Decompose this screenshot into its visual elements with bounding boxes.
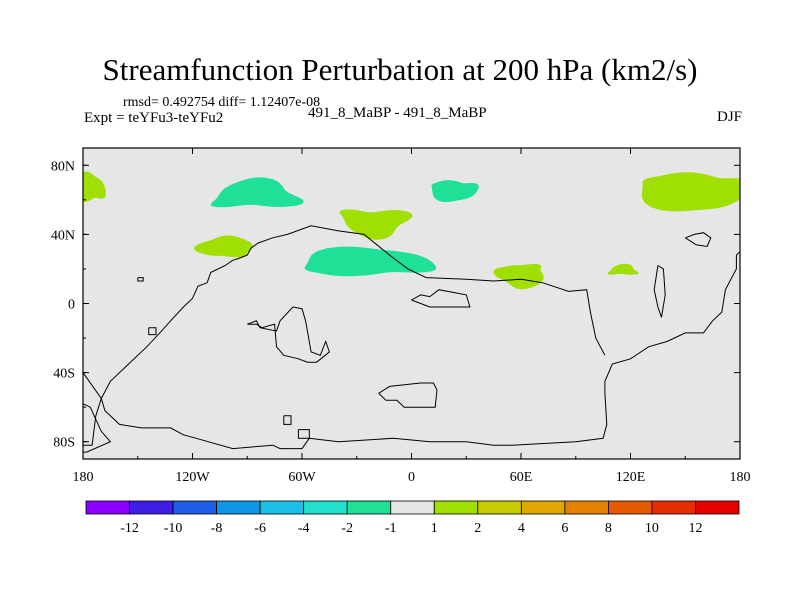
colorbar-label: -1 (385, 521, 397, 536)
coastline (297, 429, 310, 439)
plot-background (83, 148, 740, 459)
colorbar-box (216, 500, 261, 515)
colorbar-label: -4 (298, 521, 310, 536)
colorbar-box (651, 500, 696, 515)
colorbar-box (477, 500, 522, 515)
colorbar-box (303, 500, 348, 515)
shaded-region-negative (304, 246, 437, 277)
colorbar-label: 1 (431, 521, 438, 536)
shaded-region-negative (431, 180, 479, 203)
x-tick-label: 60E (510, 470, 533, 485)
coastline (653, 265, 666, 318)
coastline (83, 403, 112, 453)
colorbar-label: -10 (164, 521, 183, 536)
y-tick-label: 80S (53, 436, 75, 451)
y-tick-label: 80N (51, 159, 75, 174)
coastline (685, 232, 712, 248)
colorbar-box (608, 500, 653, 515)
coastline (137, 277, 144, 282)
stats-line: rmsd= 0.492754 diff= 1.12407e-08 (123, 95, 321, 110)
colorbar-box (695, 500, 740, 515)
models-label: 491_8_MaBP - 491_8_MaBP (308, 105, 487, 121)
colorbar-box (520, 500, 566, 515)
season-label: DJF (716, 109, 742, 125)
colorbar-box (433, 500, 479, 515)
coastline (411, 289, 471, 308)
x-tick-label: 60W (288, 470, 316, 485)
shaded-region-positive (339, 209, 413, 240)
colorbar-box (259, 500, 305, 515)
coastline (247, 306, 330, 363)
y-tick-label: 40N (51, 228, 75, 243)
coastline (83, 225, 606, 446)
y-tick-label: 0 (68, 298, 75, 313)
colorbar-box (172, 500, 217, 515)
colorbar-label: -6 (254, 521, 266, 536)
colorbar-label: 6 (561, 521, 568, 536)
colorbar-box (346, 500, 392, 515)
colorbar-box (390, 500, 435, 515)
shaded-region-negative (210, 177, 304, 208)
shaded-region-positive (607, 263, 639, 275)
colorbar-label: -8 (211, 521, 223, 536)
plot-area (83, 171, 740, 453)
coastline (283, 415, 292, 425)
colorbar-label: 8 (605, 521, 612, 536)
coastline (148, 327, 157, 336)
experiment-label: Expt = teYFu3-teYFu2 (84, 110, 224, 126)
shaded-region-positive (193, 235, 254, 258)
chart-title: Streamfunction Perturbation at 200 hPa (… (102, 52, 698, 87)
colorbar-box (85, 500, 130, 515)
x-tick-label: 120W (175, 470, 210, 485)
colorbar-label: 2 (474, 521, 481, 536)
coastline (83, 251, 740, 450)
shaded-region-positive (493, 263, 544, 290)
colorbar-label: 10 (645, 521, 659, 536)
colorbar-label: 12 (688, 521, 702, 536)
x-tick-label: 180 (73, 470, 94, 485)
coastline (378, 382, 438, 408)
x-tick-label: 180 (730, 470, 751, 485)
y-tick-label: 40S (53, 367, 75, 382)
colorbar-label: -12 (120, 521, 139, 536)
shaded-region-positive (83, 171, 106, 202)
colorbar-label: 4 (518, 521, 525, 536)
colorbar-box (129, 500, 174, 515)
colorbar-label: -2 (341, 521, 353, 536)
shaded-region-positive (641, 172, 740, 212)
x-tick-label: 120E (616, 470, 646, 485)
x-tick-label: 0 (408, 470, 415, 485)
colorbar-box (564, 500, 609, 515)
